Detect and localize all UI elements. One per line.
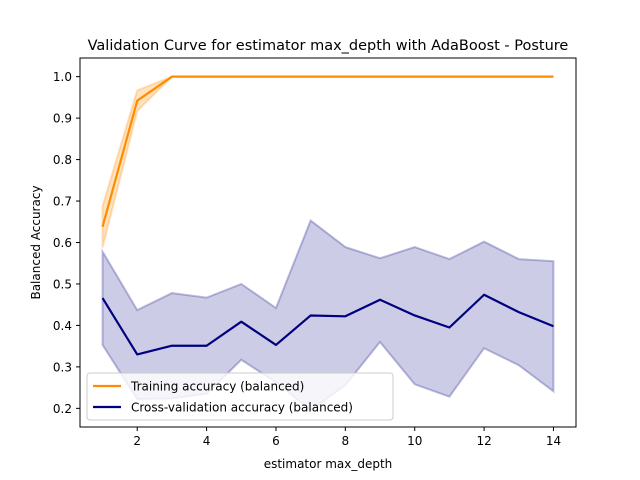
x-axis-ticks: 2 4 6 8 10 12 14: [133, 427, 561, 448]
training-accuracy-balanced-line: [101, 75, 554, 228]
y-tick-label: 0.5: [53, 277, 72, 291]
cross-validation-accuracy-balanced-line: [101, 293, 554, 356]
x-tick-label: 8: [342, 434, 350, 448]
y-tick-label: 0.2: [53, 402, 72, 416]
legend-box: [86, 372, 394, 421]
series-lines: [101, 75, 554, 356]
x-tick-label: 2: [133, 434, 141, 448]
legend: Training accuracy (balanced) Cross-valid…: [86, 372, 394, 421]
x-tick-label: 6: [272, 434, 280, 448]
x-tick-label: 4: [203, 434, 211, 448]
y-tick-label: 0.4: [53, 319, 72, 333]
y-tick-label: 0.7: [53, 195, 72, 209]
y-axis-ticks: 0.2 0.3 0.4 0.5 0.6 0.7 0.8 0.9 1.0: [53, 70, 80, 416]
y-tick-label: 1.0: [53, 70, 72, 84]
x-tick-label: 12: [476, 434, 491, 448]
y-tick-label: 0.8: [53, 153, 72, 167]
y-axis-label: Balanced Accuracy: [29, 185, 43, 299]
x-tick-label: 14: [546, 434, 561, 448]
x-axis-label: estimator max_depth: [264, 457, 393, 471]
y-tick-label: 0.3: [53, 360, 72, 374]
legend-label-cross-validation: Cross-validation accuracy (balanced): [131, 401, 353, 415]
x-tick-label: 10: [407, 434, 422, 448]
y-tick-label: 0.9: [53, 112, 72, 126]
chart-title: Validation Curve for estimator max_depth…: [88, 38, 569, 54]
y-tick-label: 0.6: [53, 236, 72, 250]
legend-label-training: Training accuracy (balanced): [130, 380, 304, 394]
